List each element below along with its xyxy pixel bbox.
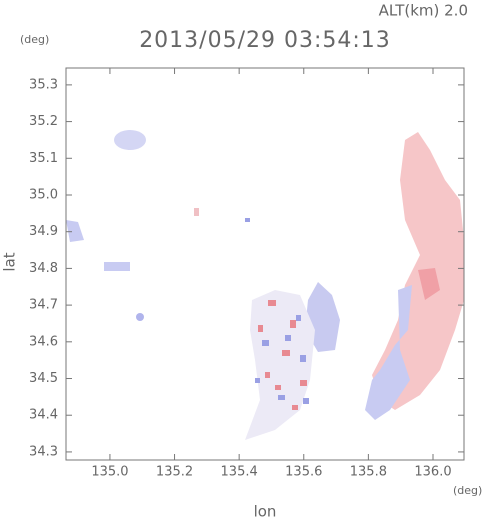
echo-region [418, 268, 440, 300]
y-tick-label: 35.3 [29, 77, 58, 92]
y-tick-label: 34.8 [29, 261, 58, 276]
x-tick-label: 135.6 [285, 465, 322, 480]
x-tick-label: 135.4 [221, 465, 258, 480]
echo-region [114, 130, 146, 150]
y-tick-label: 34.7 [29, 298, 58, 313]
y-tick-label: 35.0 [29, 187, 58, 202]
y-tick-label: 34.3 [29, 444, 58, 459]
y-tick-label: 34.6 [29, 334, 58, 349]
echo-region [245, 290, 315, 440]
echo-region [104, 262, 130, 271]
y-axis-label: lat [1, 252, 19, 271]
echo-region [136, 313, 144, 321]
y-tick-label: 35.2 [29, 114, 58, 129]
y-unit: (deg) [20, 33, 49, 46]
x-tick-label: 135.2 [156, 465, 193, 480]
y-tick-label: 34.4 [29, 408, 58, 423]
chart-title: 2013/05/29 03:54:13 [139, 28, 391, 53]
x-tick-label: 135.0 [91, 465, 128, 480]
echo-cells [245, 218, 309, 404]
x-tick-label: 135.8 [350, 465, 387, 480]
echo-region [365, 285, 412, 420]
plot-frame [65, 67, 465, 461]
echo-region [372, 132, 464, 410]
echo-cells [258, 300, 307, 410]
x-axis-label: lon [254, 503, 277, 521]
x-tick-label: 136.0 [414, 465, 451, 480]
altitude-label: ALT(km) 2.0 [379, 2, 468, 20]
x-unit: (deg) [453, 484, 482, 497]
echo-region [66, 220, 84, 242]
y-tick-label: 35.1 [29, 151, 58, 166]
radar-echo [66, 130, 464, 440]
y-tick-label: 34.5 [29, 371, 58, 386]
echo-region [194, 208, 199, 216]
y-tick-label: 34.9 [29, 224, 58, 239]
